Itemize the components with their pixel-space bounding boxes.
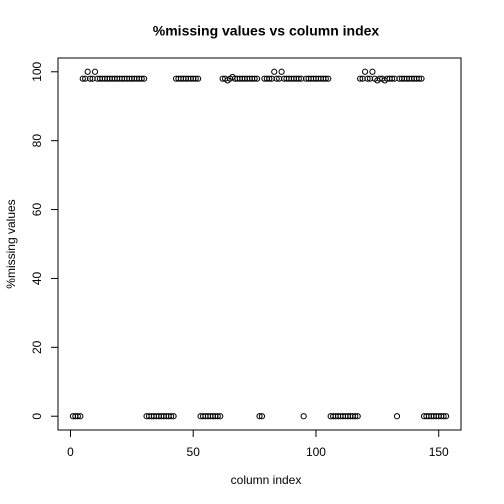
point bbox=[325, 75, 332, 82]
point bbox=[251, 75, 258, 82]
point bbox=[300, 413, 307, 420]
x-tick-label: 100 bbox=[306, 445, 326, 459]
point bbox=[352, 413, 359, 420]
point bbox=[217, 413, 224, 420]
y-tick-label: 20 bbox=[30, 340, 44, 354]
point bbox=[440, 413, 447, 420]
point bbox=[357, 75, 364, 82]
y-axis-label: %missing values bbox=[4, 199, 18, 288]
point bbox=[388, 75, 396, 82]
y-tick-label: 80 bbox=[30, 134, 44, 148]
point bbox=[295, 75, 302, 82]
point bbox=[258, 413, 266, 420]
point bbox=[195, 75, 202, 82]
point bbox=[369, 68, 376, 75]
point bbox=[273, 75, 280, 82]
x-axis-label: column index bbox=[231, 473, 302, 487]
point bbox=[354, 413, 361, 420]
point bbox=[168, 413, 175, 420]
point bbox=[214, 413, 221, 420]
point bbox=[418, 75, 425, 82]
x-tick-label: 0 bbox=[67, 445, 74, 459]
y-tick-label: 60 bbox=[30, 203, 44, 217]
point bbox=[442, 413, 450, 420]
point bbox=[256, 413, 263, 420]
point bbox=[271, 68, 278, 75]
point bbox=[364, 75, 371, 82]
x-tick-label: 50 bbox=[187, 445, 201, 459]
point bbox=[79, 75, 86, 82]
point bbox=[361, 68, 369, 75]
point bbox=[87, 75, 94, 82]
point bbox=[170, 413, 177, 420]
point bbox=[192, 75, 199, 82]
point bbox=[415, 75, 423, 82]
point bbox=[278, 68, 285, 75]
y-tick-label: 0 bbox=[30, 413, 44, 420]
y-tick-label: 40 bbox=[30, 271, 44, 285]
point bbox=[138, 75, 145, 82]
point bbox=[77, 413, 84, 420]
point bbox=[266, 75, 273, 82]
x-tick-label: 150 bbox=[429, 445, 449, 459]
point bbox=[91, 68, 99, 75]
point bbox=[322, 75, 329, 82]
point bbox=[253, 75, 261, 82]
point bbox=[84, 68, 91, 75]
chart-title: %missing values vs column index bbox=[153, 23, 380, 39]
point bbox=[141, 75, 148, 82]
y-tick-label: 100 bbox=[30, 61, 44, 81]
point bbox=[74, 413, 81, 420]
plot-frame bbox=[57, 57, 462, 431]
point bbox=[393, 413, 401, 420]
